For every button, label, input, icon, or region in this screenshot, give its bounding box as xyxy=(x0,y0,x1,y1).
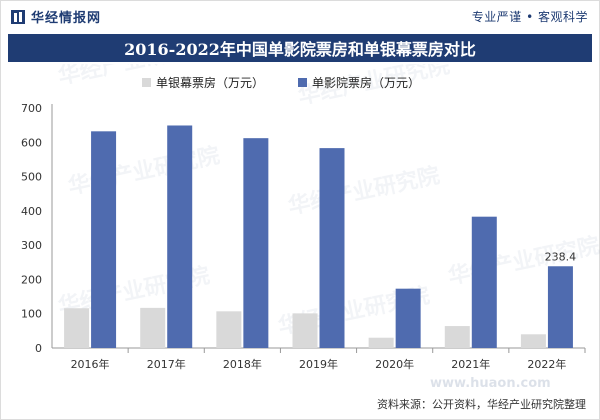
bar-film-1 xyxy=(167,125,193,348)
watermark-text: 华经产业研究院 xyxy=(286,162,442,219)
legend-swatch-1 xyxy=(298,78,307,87)
y-tick-label: 200 xyxy=(21,273,42,286)
x-tick-label: 2016年 xyxy=(71,357,110,371)
bar-film-5 xyxy=(471,216,497,348)
y-tick-label: 500 xyxy=(21,171,42,184)
x-tick-label: 2019年 xyxy=(299,357,338,371)
source-note: 资料来源：公开资料，华经产业研究院整理 xyxy=(377,398,586,411)
bar-film-0 xyxy=(91,131,117,348)
bar-silver-4 xyxy=(368,337,394,348)
y-tick-label: 300 xyxy=(21,239,42,252)
bar-silver-5 xyxy=(444,326,470,348)
legend-label-1: 单影院票房（万元） xyxy=(312,75,420,90)
x-tick-label: 2021年 xyxy=(451,357,490,371)
brand-logo-icon xyxy=(11,9,25,24)
bar-silver-3 xyxy=(292,313,318,348)
chart-title: 2016-2022年中国单影院票房和单银幕票房对比 xyxy=(124,40,476,59)
watermark-url: www.huaon.com xyxy=(430,376,551,391)
brand-name: 华经情报网 xyxy=(31,11,102,26)
bar-film-6 xyxy=(547,266,573,348)
bar-film-2 xyxy=(243,138,269,348)
legend-label-0: 单银幕票房（万元） xyxy=(156,75,264,90)
bar-silver-6 xyxy=(520,334,546,348)
x-tick-label: 2020年 xyxy=(375,357,414,371)
x-tick-label: 2018年 xyxy=(223,357,262,371)
bar-silver-1 xyxy=(140,307,166,348)
title-bar: 2016-2022年中国单影院票房和单银幕票房对比 xyxy=(8,34,592,62)
legend-swatch-0 xyxy=(142,78,151,87)
y-tick-label: 600 xyxy=(21,136,42,149)
data-label: 238.4 xyxy=(545,250,577,263)
y-tick-label: 400 xyxy=(21,205,42,218)
watermark-text: 华经产业研究院 xyxy=(66,142,222,199)
bar-silver-2 xyxy=(216,311,242,348)
y-tick-label: 0 xyxy=(35,342,42,355)
top-bar: 华经情报网 专业严谨 • 客观科学 xyxy=(0,0,600,30)
y-tick-label: 700 xyxy=(21,102,42,115)
slogan: 专业严谨 • 客观科学 xyxy=(471,10,588,24)
bar-silver-0 xyxy=(64,308,90,348)
x-tick-label: 2017年 xyxy=(147,357,186,371)
brand: 华经情报网 xyxy=(10,7,101,26)
x-tick-label: 2022年 xyxy=(527,357,566,371)
bar-film-4 xyxy=(395,288,421,348)
y-tick-label: 100 xyxy=(21,308,42,321)
watermark-text: 华经产业研究院 xyxy=(446,232,600,289)
bar-film-3 xyxy=(319,148,345,348)
